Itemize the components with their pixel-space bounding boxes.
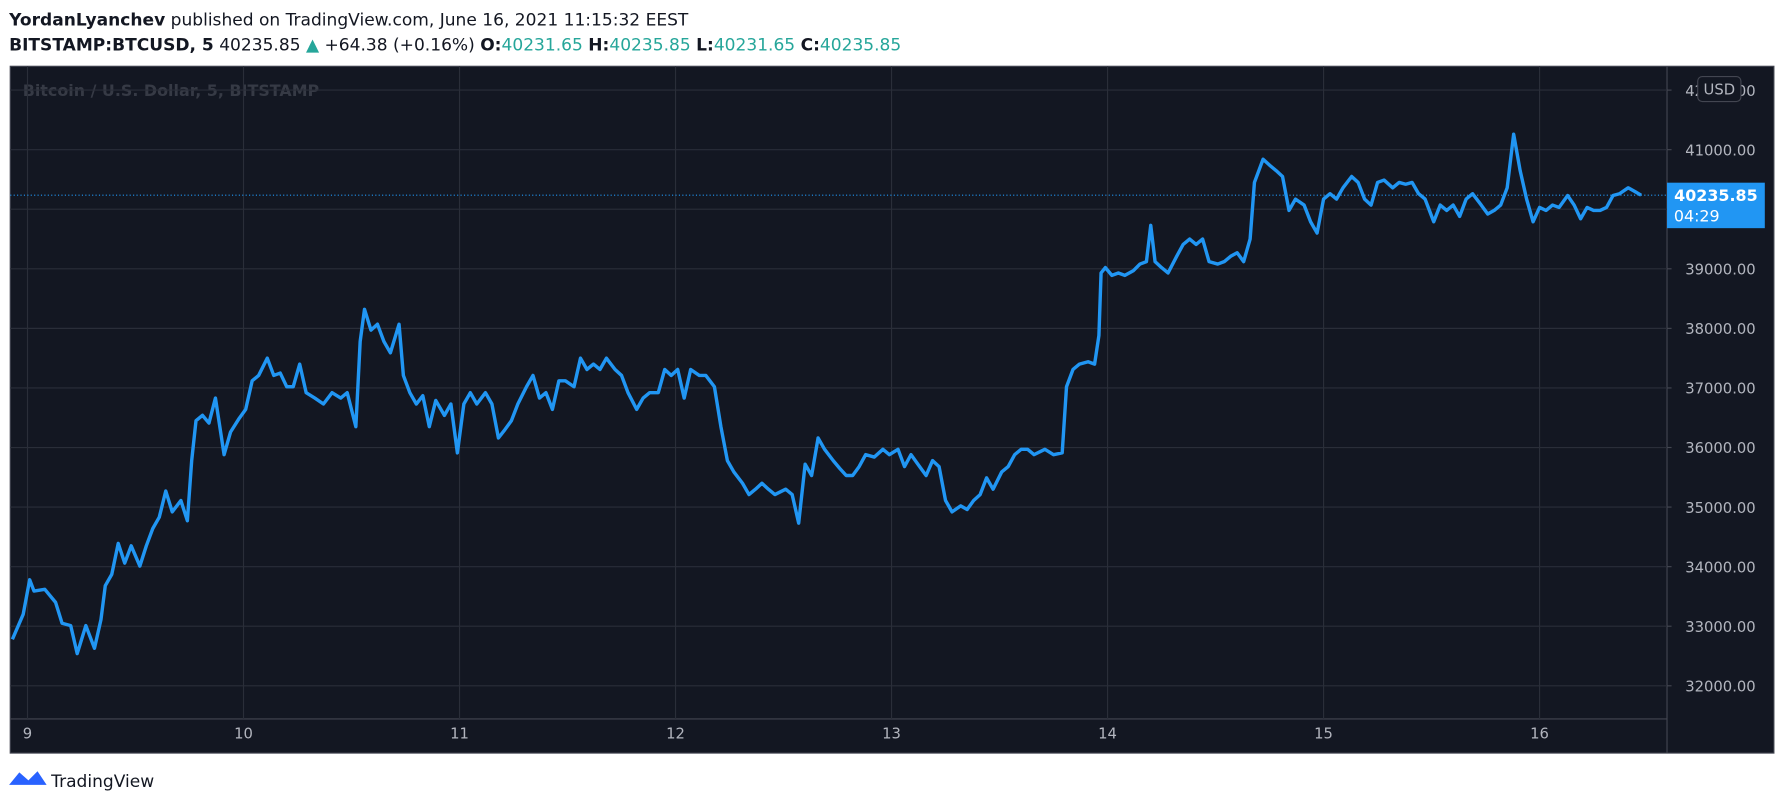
ohlc-label: L:	[696, 35, 714, 55]
countdown: 04:29	[1674, 206, 1720, 225]
last-price-label: 40235.85	[1674, 186, 1758, 205]
ohlc-value: 40231.65	[502, 35, 583, 55]
x-tick-label: 11	[450, 725, 469, 742]
x-tick-label: 12	[666, 725, 685, 742]
x-tick-label: 16	[1530, 725, 1549, 742]
ohlc-value: 40231.65	[714, 35, 795, 55]
y-tick-label: 37000.00	[1685, 381, 1755, 398]
ohlc-label: C:	[801, 35, 820, 55]
symbol: BITSTAMP:BTCUSD, 5	[9, 35, 214, 55]
currency-badge	[1697, 75, 1742, 103]
y-tick-label: 36000.00	[1685, 440, 1755, 457]
currency: USD	[1704, 82, 1736, 99]
x-tick-label: 10	[234, 725, 253, 742]
y-tick-label: 38000.00	[1685, 321, 1755, 338]
attribution: YordanLyanchev published on TradingView.…	[8, 10, 689, 30]
last-price: 40235.85	[219, 35, 300, 55]
x-tick-label: 13	[882, 725, 901, 742]
y-tick-label: 34000.00	[1685, 559, 1755, 576]
brand-logo	[9, 771, 47, 785]
series	[10, 132, 1668, 656]
change: +64.38 (+0.16%)	[325, 35, 475, 55]
symbol-line: BITSTAMP:BTCUSD, 5 40235.85 ▲ +64.38 (+0…	[9, 35, 901, 55]
ohlc-label: O:	[480, 35, 501, 55]
ohlc-label: H:	[588, 35, 609, 55]
brand: TradingView	[50, 772, 154, 792]
grid	[10, 66, 1668, 719]
author: YordanLyanchev	[8, 10, 165, 30]
up-arrow: ▲	[306, 35, 320, 55]
ohlc-value: 40235.85	[820, 35, 901, 55]
x-tick-label: 14	[1098, 725, 1117, 742]
y-tick-label: 41000.00	[1685, 142, 1755, 159]
y-tick-label: 35000.00	[1685, 500, 1755, 517]
ohlc-value: 40235.85	[609, 35, 690, 55]
x-tick-label: 15	[1314, 725, 1333, 742]
axes: 32000.00 33000.00 34000.00 35000.00 36000.00…	[23, 83, 1765, 742]
x-tick-label: 9	[23, 725, 32, 742]
price-line	[10, 132, 1642, 656]
y-tick-label: 32000.00	[1685, 678, 1755, 695]
y-tick-label: 33000.00	[1685, 619, 1755, 636]
published: published on TradingView.com, June 16, 2…	[171, 10, 689, 30]
last-price-badge	[1667, 182, 1765, 229]
y-tick-label: 39000.00	[1685, 261, 1755, 278]
